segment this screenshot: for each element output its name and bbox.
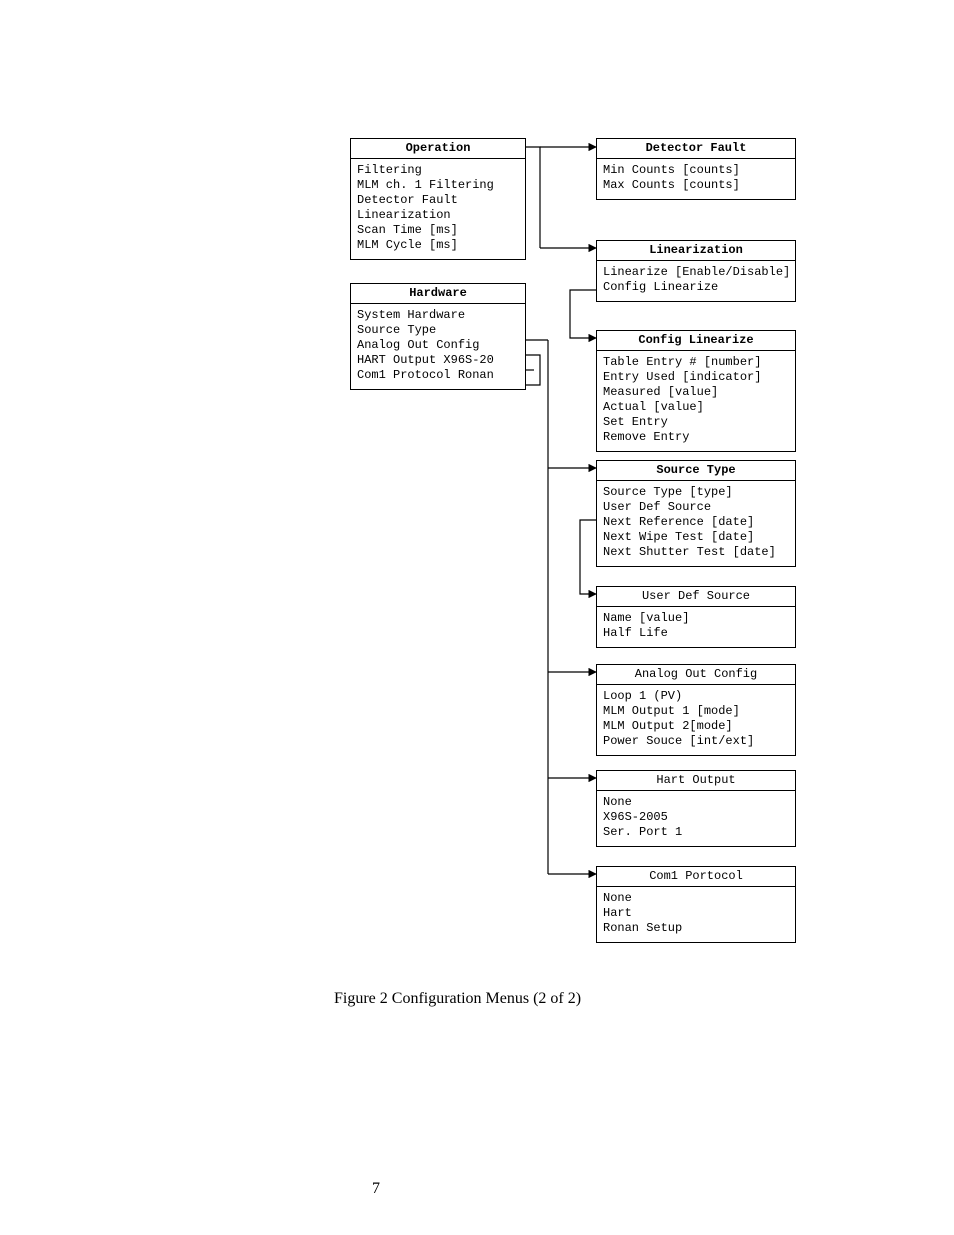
hardware-title: Hardware bbox=[351, 284, 525, 304]
hardware-content: System Hardware Source Type Analog Out C… bbox=[351, 304, 525, 389]
config-linearize-title: Config Linearize bbox=[597, 331, 795, 351]
user-def-source-content: Name [value] Half Life bbox=[597, 607, 795, 647]
analog-out-config-content: Loop 1 (PV) MLM Output 1 [mode] MLM Outp… bbox=[597, 685, 795, 755]
hart-output-title: Hart Output bbox=[597, 771, 795, 791]
linearization-box: Linearization Linearize [Enable/Disable]… bbox=[596, 240, 796, 302]
linearization-title: Linearization bbox=[597, 241, 795, 261]
com1-protocol-content: None Hart Ronan Setup bbox=[597, 887, 795, 942]
com1-protocol-title: Com1 Portocol bbox=[597, 867, 795, 887]
operation-content: Filtering MLM ch. 1 Filtering Detector F… bbox=[351, 159, 525, 259]
config-linearize-box: Config Linearize Table Entry # [number] … bbox=[596, 330, 796, 452]
page: Operation Filtering MLM ch. 1 Filtering … bbox=[0, 0, 954, 1235]
detector-fault-content: Min Counts [counts] Max Counts [counts] bbox=[597, 159, 795, 199]
hardware-box: Hardware System Hardware Source Type Ana… bbox=[350, 283, 526, 390]
hart-output-box: Hart Output None X96S-2005 Ser. Port 1 bbox=[596, 770, 796, 847]
detector-fault-box: Detector Fault Min Counts [counts] Max C… bbox=[596, 138, 796, 200]
page-number: 7 bbox=[372, 1180, 380, 1198]
user-def-source-title: User Def Source bbox=[597, 587, 795, 607]
detector-fault-title: Detector Fault bbox=[597, 139, 795, 159]
figure-caption: Figure 2 Configuration Menus (2 of 2) bbox=[334, 990, 581, 1008]
source-type-content: Source Type [type] User Def Source Next … bbox=[597, 481, 795, 566]
analog-out-config-box: Analog Out Config Loop 1 (PV) MLM Output… bbox=[596, 664, 796, 756]
hart-output-content: None X96S-2005 Ser. Port 1 bbox=[597, 791, 795, 846]
operation-title: Operation bbox=[351, 139, 525, 159]
linearization-content: Linearize [Enable/Disable] Config Linear… bbox=[597, 261, 795, 301]
operation-box: Operation Filtering MLM ch. 1 Filtering … bbox=[350, 138, 526, 260]
com1-protocol-box: Com1 Portocol None Hart Ronan Setup bbox=[596, 866, 796, 943]
source-type-title: Source Type bbox=[597, 461, 795, 481]
source-type-box: Source Type Source Type [type] User Def … bbox=[596, 460, 796, 567]
user-def-source-box: User Def Source Name [value] Half Life bbox=[596, 586, 796, 648]
analog-out-config-title: Analog Out Config bbox=[597, 665, 795, 685]
config-linearize-content: Table Entry # [number] Entry Used [indic… bbox=[597, 351, 795, 451]
